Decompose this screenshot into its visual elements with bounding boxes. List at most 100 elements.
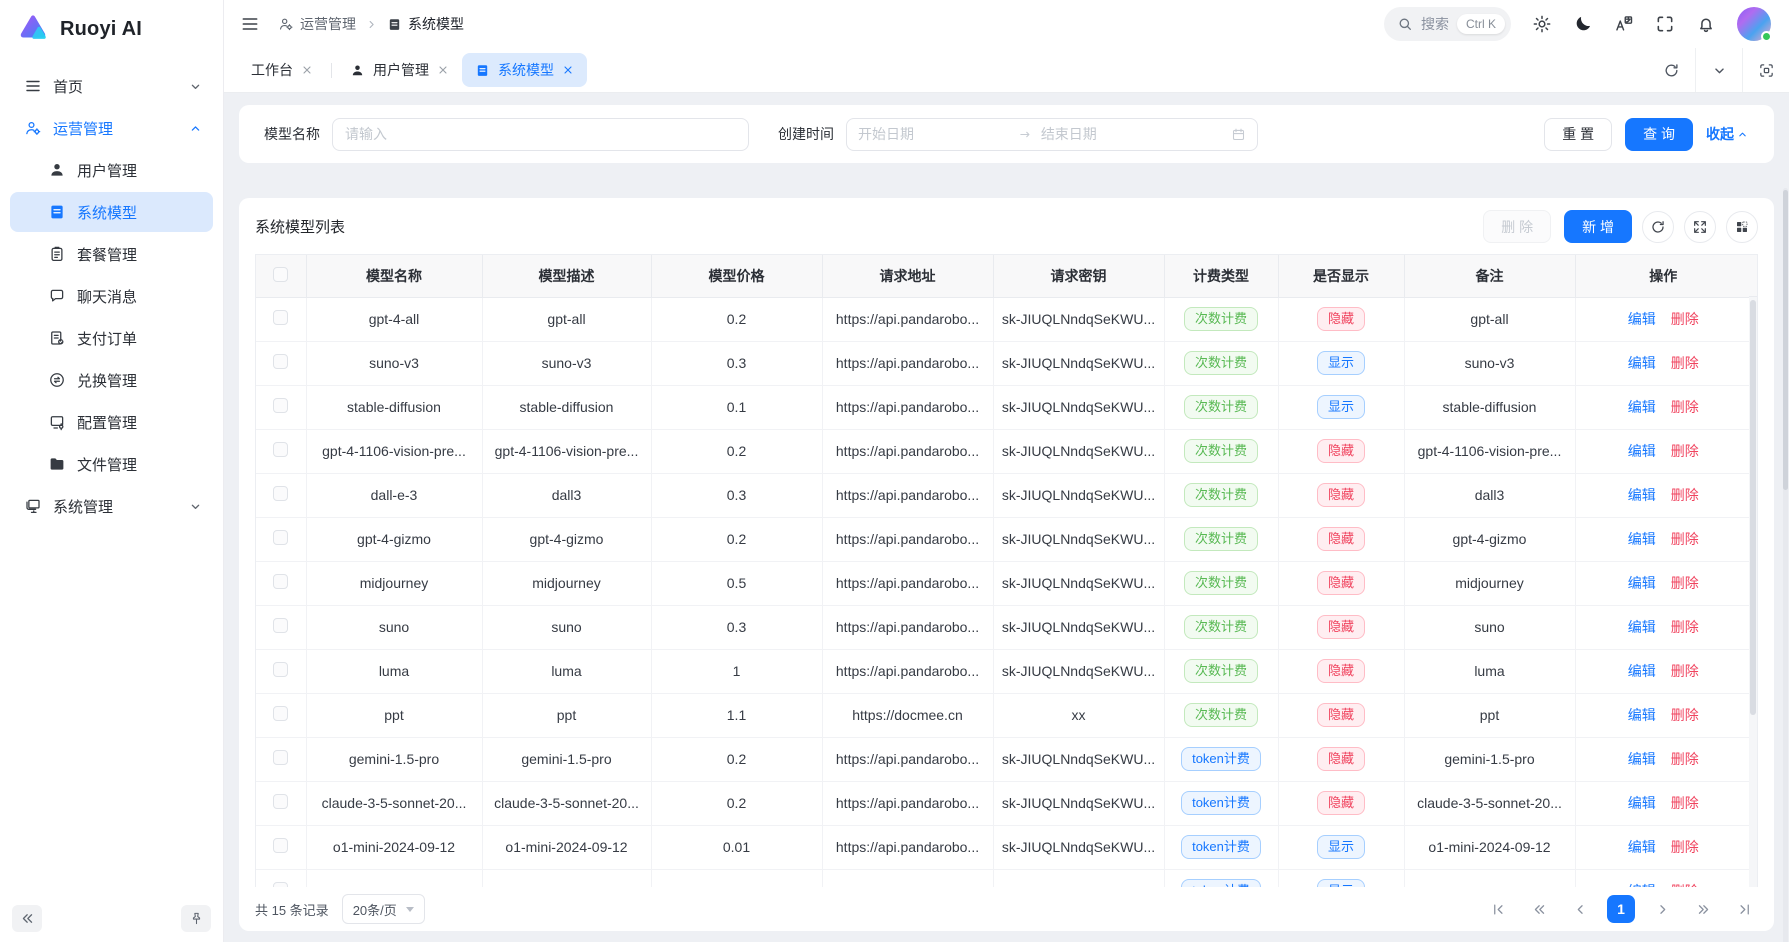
delete-link[interactable]: 删除 xyxy=(1670,487,1699,503)
collapse-link[interactable]: 收起 xyxy=(1706,124,1749,144)
table-scrollbar[interactable] xyxy=(1749,297,1757,887)
sidebar-item[interactable]: 配置管理 xyxy=(10,402,213,442)
tab-close-icon[interactable] xyxy=(562,64,574,76)
row-checkbox[interactable] xyxy=(273,662,289,677)
sidebar-pin-button[interactable] xyxy=(181,904,211,932)
delete-link[interactable]: 删除 xyxy=(1670,619,1699,635)
delete-link[interactable]: 删除 xyxy=(1671,883,1699,887)
translate-icon[interactable] xyxy=(1614,14,1634,34)
edit-link[interactable]: 编辑 xyxy=(1627,443,1656,459)
delete-link[interactable]: 删除 xyxy=(1670,707,1699,723)
prev-page-button[interactable] xyxy=(1566,895,1594,923)
cell-remark: o1-mini-2024-09-12 xyxy=(1404,825,1576,870)
table-refresh-button[interactable] xyxy=(1642,210,1674,243)
delete-link[interactable]: 删除 xyxy=(1670,663,1699,679)
notifications-bell-icon[interactable] xyxy=(1696,14,1716,34)
row-checkbox[interactable] xyxy=(273,706,289,721)
delete-link[interactable]: 删除 xyxy=(1670,575,1699,591)
sidebar-item[interactable]: 系统管理 xyxy=(10,486,213,526)
page-scrollbar-thumb[interactable] xyxy=(1783,190,1788,490)
edit-link[interactable]: 编辑 xyxy=(1627,355,1656,371)
logo-row[interactable]: Ruoyi AI xyxy=(0,0,223,58)
tab-close-icon[interactable] xyxy=(437,64,449,76)
sidebar-item[interactable]: 运营管理 xyxy=(10,108,213,148)
row-checkbox[interactable] xyxy=(273,794,289,809)
table-fullscreen-button[interactable] xyxy=(1684,210,1716,243)
row-checkbox[interactable] xyxy=(273,618,289,633)
edit-link[interactable]: 编辑 xyxy=(1627,751,1656,767)
sidebar-item[interactable]: 聊天消息 xyxy=(10,276,213,316)
sidebar-collapse-button[interactable] xyxy=(12,904,42,932)
row-checkbox[interactable] xyxy=(273,838,289,853)
sidebar-item[interactable]: 首页 xyxy=(10,66,213,106)
page-size-select[interactable]: 20条/页 xyxy=(341,894,425,924)
row-checkbox[interactable] xyxy=(273,442,289,457)
edit-link[interactable]: 编辑 xyxy=(1627,795,1656,811)
last-page-button[interactable] xyxy=(1730,895,1758,923)
edit-link[interactable]: 编辑 xyxy=(1627,487,1656,503)
sidebar-item[interactable]: 文件管理 xyxy=(10,444,213,484)
menu-toggle-icon[interactable] xyxy=(240,14,260,34)
fullscreen-icon[interactable] xyxy=(1655,14,1675,34)
add-button[interactable]: 新 增 xyxy=(1564,210,1632,243)
row-checkbox[interactable] xyxy=(273,750,289,765)
settings-gear-icon[interactable] xyxy=(1532,14,1552,34)
global-search[interactable]: 搜索 Ctrl K xyxy=(1384,7,1511,41)
delete-button[interactable]: 删 除 xyxy=(1483,210,1552,243)
select-all-checkbox[interactable] xyxy=(273,266,289,282)
reset-button[interactable]: 重 置 xyxy=(1544,117,1613,151)
edit-link[interactable]: 编辑 xyxy=(1627,707,1656,723)
dark-mode-moon-icon[interactable] xyxy=(1573,14,1593,34)
row-checkbox[interactable] xyxy=(273,882,289,887)
delete-link[interactable]: 删除 xyxy=(1670,355,1699,371)
delete-link[interactable]: 删除 xyxy=(1670,311,1699,327)
delete-link[interactable]: 删除 xyxy=(1670,839,1699,855)
sidebar-item[interactable]: 用户管理 xyxy=(10,150,213,190)
row-checkbox[interactable] xyxy=(273,530,289,545)
tab-more-button[interactable] xyxy=(1695,48,1742,92)
sidebar-item[interactable]: 支付订单 xyxy=(10,318,213,358)
content-fullscreen-button[interactable] xyxy=(1742,48,1789,92)
row-checkbox[interactable] xyxy=(273,486,289,501)
sidebar-item[interactable]: 套餐管理 xyxy=(10,234,213,274)
edit-link[interactable]: 编辑 xyxy=(1627,311,1656,327)
tab-close-icon[interactable] xyxy=(301,64,313,76)
edit-link[interactable]: 编辑 xyxy=(1627,839,1656,855)
current-page-button[interactable]: 1 xyxy=(1607,895,1635,923)
row-checkbox[interactable] xyxy=(273,574,289,589)
delete-link[interactable]: 删除 xyxy=(1670,531,1699,547)
tab-refresh-button[interactable] xyxy=(1648,48,1695,92)
edit-link[interactable]: 编辑 xyxy=(1627,575,1656,591)
edit-link[interactable]: 编辑 xyxy=(1627,399,1656,415)
model-name-input[interactable] xyxy=(332,117,749,151)
jump-back-button[interactable] xyxy=(1525,895,1553,923)
tab[interactable]: 系统模型 xyxy=(462,53,587,87)
delete-link[interactable]: 删除 xyxy=(1670,443,1699,459)
breadcrumb-item-ops[interactable]: 运营管理 xyxy=(278,14,356,34)
edit-link[interactable]: 编辑 xyxy=(1628,883,1656,887)
tab[interactable]: 工作台 xyxy=(238,53,326,87)
jump-forward-button[interactable] xyxy=(1689,895,1717,923)
row-checkbox[interactable] xyxy=(273,354,289,369)
edit-link[interactable]: 编辑 xyxy=(1627,663,1656,679)
next-page-button[interactable] xyxy=(1648,895,1676,923)
query-button[interactable]: 查 询 xyxy=(1625,117,1693,151)
sidebar-item[interactable]: 兑换管理 xyxy=(10,360,213,400)
row-checkbox[interactable] xyxy=(273,398,289,413)
row-checkbox[interactable] xyxy=(273,310,289,325)
delete-link[interactable]: 删除 xyxy=(1670,795,1699,811)
page-scrollbar[interactable] xyxy=(1783,188,1788,942)
breadcrumb-item-models[interactable]: 系统模型 xyxy=(387,14,464,34)
edit-link[interactable]: 编辑 xyxy=(1627,531,1656,547)
date-range-input[interactable]: 开始日期 结束日期 xyxy=(846,117,1258,151)
user-avatar[interactable] xyxy=(1737,7,1772,42)
column-settings-button[interactable] xyxy=(1726,210,1758,243)
first-page-button[interactable] xyxy=(1484,895,1512,923)
edit-link[interactable]: 编辑 xyxy=(1627,619,1656,635)
delete-link[interactable]: 删除 xyxy=(1670,751,1699,767)
scrollbar-thumb[interactable] xyxy=(1750,300,1756,715)
delete-link[interactable]: 删除 xyxy=(1670,399,1699,415)
cell-request-key: sk-JIUQLNndqSeKWU... xyxy=(993,517,1165,562)
tab[interactable]: 用户管理 xyxy=(337,53,462,87)
sidebar-item[interactable]: 系统模型 xyxy=(10,192,213,232)
